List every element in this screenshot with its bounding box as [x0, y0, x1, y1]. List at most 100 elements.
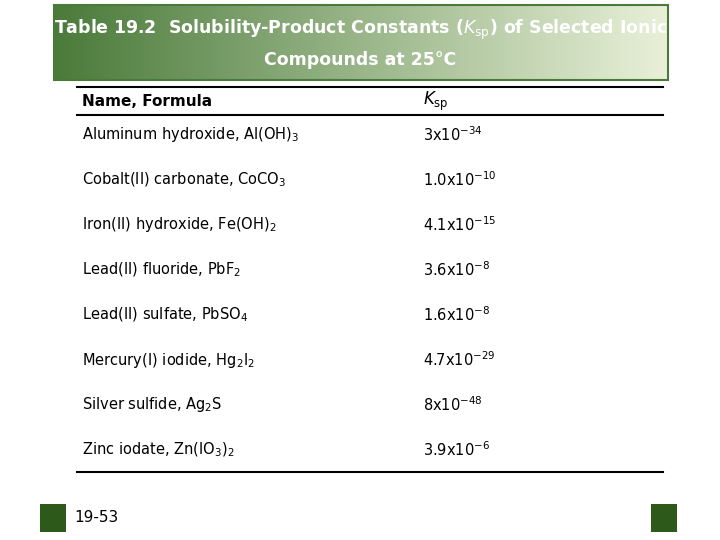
Bar: [609, 5, 613, 80]
Bar: [557, 5, 560, 80]
Bar: [271, 5, 275, 80]
Bar: [100, 5, 103, 80]
Bar: [487, 5, 490, 80]
Bar: [554, 5, 557, 80]
Bar: [324, 5, 327, 80]
Bar: [585, 5, 588, 80]
Bar: [259, 5, 263, 80]
Bar: [183, 5, 186, 80]
Bar: [361, 5, 364, 80]
Bar: [88, 5, 91, 80]
Bar: [253, 5, 256, 80]
Bar: [572, 5, 575, 80]
Bar: [444, 5, 446, 80]
Bar: [428, 5, 431, 80]
Bar: [312, 5, 315, 80]
Bar: [96, 5, 100, 80]
Bar: [560, 5, 563, 80]
Bar: [164, 5, 167, 80]
Text: 3.9x10$^{-6}$: 3.9x10$^{-6}$: [423, 441, 490, 460]
Bar: [462, 5, 465, 80]
Bar: [616, 5, 618, 80]
Bar: [339, 5, 342, 80]
Bar: [351, 5, 355, 80]
Bar: [465, 5, 468, 80]
Bar: [395, 5, 397, 80]
Bar: [336, 5, 339, 80]
Bar: [625, 5, 628, 80]
Bar: [134, 5, 137, 80]
Bar: [422, 5, 426, 80]
Text: Mercury(I) iodide, Hg$_2$I$_2$: Mercury(I) iodide, Hg$_2$I$_2$: [81, 350, 255, 369]
Bar: [333, 5, 336, 80]
Bar: [127, 5, 130, 80]
Bar: [281, 5, 284, 80]
Bar: [637, 5, 640, 80]
Bar: [474, 5, 477, 80]
Bar: [318, 5, 321, 80]
Bar: [603, 5, 606, 80]
Bar: [521, 5, 523, 80]
Bar: [192, 5, 195, 80]
Bar: [309, 5, 312, 80]
Bar: [523, 5, 526, 80]
Bar: [275, 5, 278, 80]
Bar: [84, 5, 88, 80]
Bar: [582, 5, 585, 80]
Bar: [492, 5, 496, 80]
Bar: [397, 5, 400, 80]
Bar: [618, 5, 621, 80]
Bar: [567, 5, 570, 80]
Bar: [459, 5, 462, 80]
Bar: [634, 5, 637, 80]
Bar: [570, 5, 572, 80]
Text: Cobalt(II) carbonate, CoCO$_3$: Cobalt(II) carbonate, CoCO$_3$: [81, 171, 286, 189]
Bar: [251, 5, 253, 80]
Text: Iron(II) hydroxide, Fe(OH)$_2$: Iron(II) hydroxide, Fe(OH)$_2$: [81, 215, 276, 234]
Bar: [419, 5, 422, 80]
Bar: [665, 5, 667, 80]
Bar: [542, 5, 545, 80]
Bar: [588, 5, 591, 80]
Bar: [367, 5, 370, 80]
Bar: [438, 5, 441, 80]
Bar: [305, 5, 309, 80]
Bar: [247, 5, 251, 80]
Bar: [600, 5, 603, 80]
Bar: [167, 5, 171, 80]
Bar: [81, 5, 84, 80]
Bar: [72, 5, 76, 80]
Bar: [514, 5, 517, 80]
Bar: [54, 5, 57, 80]
Bar: [130, 5, 134, 80]
Bar: [370, 5, 373, 80]
Bar: [220, 5, 222, 80]
Text: 19-53: 19-53: [74, 510, 118, 525]
Bar: [545, 5, 548, 80]
Bar: [69, 5, 72, 80]
Bar: [174, 5, 176, 80]
Bar: [628, 5, 631, 80]
Bar: [112, 5, 115, 80]
Text: $\mathit{K}_{\mathrm{sp}}$: $\mathit{K}_{\mathrm{sp}}$: [423, 90, 449, 113]
Text: Lead(II) sulfate, PbSO$_4$: Lead(II) sulfate, PbSO$_4$: [81, 306, 248, 324]
Bar: [118, 5, 122, 80]
Bar: [143, 5, 146, 80]
Bar: [327, 5, 330, 80]
Bar: [152, 5, 155, 80]
Text: Lead(II) fluoride, PbF$_2$: Lead(II) fluoride, PbF$_2$: [81, 261, 240, 279]
Bar: [198, 5, 201, 80]
Bar: [210, 5, 213, 80]
Bar: [502, 5, 505, 80]
Bar: [263, 5, 266, 80]
Bar: [244, 5, 247, 80]
Text: Table 19.2  Solubility-Product Constants ($\mathit{K}_{\mathrm{sp}}$) of Selecte: Table 19.2 Solubility-Product Constants …: [53, 18, 667, 42]
Bar: [300, 5, 302, 80]
Text: Name, Formula: Name, Formula: [81, 93, 212, 109]
Bar: [235, 5, 238, 80]
Bar: [505, 5, 508, 80]
Bar: [287, 5, 290, 80]
Bar: [563, 5, 567, 80]
Bar: [385, 5, 388, 80]
Bar: [176, 5, 180, 80]
